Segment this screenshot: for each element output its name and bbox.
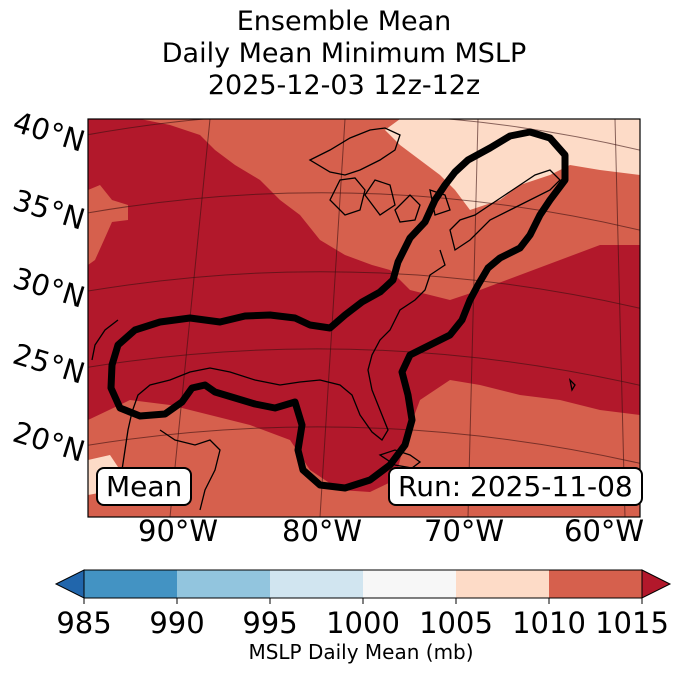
colorbar — [54, 569, 672, 604]
title-line-2: Daily Mean Minimum MSLP — [161, 38, 527, 69]
lon-label-70w: 70°W — [424, 514, 505, 548]
lon-label-60w: 60°W — [564, 514, 645, 548]
mean-label-box: Mean — [96, 467, 193, 506]
colorbar-tick-1005: 1005 — [419, 606, 493, 640]
colorbar-bin-1010-1015 — [549, 570, 642, 598]
field-1010-1015-west — [88, 185, 128, 265]
colorbar-bin-1000-1005 — [363, 570, 456, 598]
colorbar-bin-1005-1010 — [456, 570, 549, 598]
lon-label-80w: 80°W — [282, 514, 363, 548]
field-1005-1010-northeast — [385, 119, 640, 210]
colorbar-bin-995-1000 — [270, 570, 363, 598]
colorbar-extend-high — [641, 569, 672, 599]
colorbar-tick-985: 985 — [56, 606, 112, 640]
run-date-box: Run: 2025-11-08 — [388, 467, 643, 506]
map-panel — [88, 119, 640, 517]
coastlines — [91, 127, 576, 511]
ensemble-contour — [107, 128, 569, 492]
colorbar-bin-990-995 — [177, 570, 270, 598]
colorbar-bin-985-990 — [84, 570, 177, 598]
colorbar-label: MSLP Daily Mean (mb) — [248, 640, 474, 664]
colorbar-tick-995: 995 — [242, 606, 298, 640]
colorbar-extend-low — [54, 569, 85, 599]
colorbar-tick-1015: 1015 — [595, 606, 669, 640]
title-line-3: 2025-12-03 12z-12z — [207, 70, 481, 101]
colorbar-tick-990: 990 — [149, 606, 205, 640]
colorbar-tick-1010: 1010 — [512, 606, 586, 640]
colorbar-tick-1000: 1000 — [326, 606, 400, 640]
title-line-1: Ensemble Mean — [236, 6, 452, 37]
map-frame — [87, 118, 641, 518]
lon-label-90w: 90°W — [138, 514, 219, 548]
